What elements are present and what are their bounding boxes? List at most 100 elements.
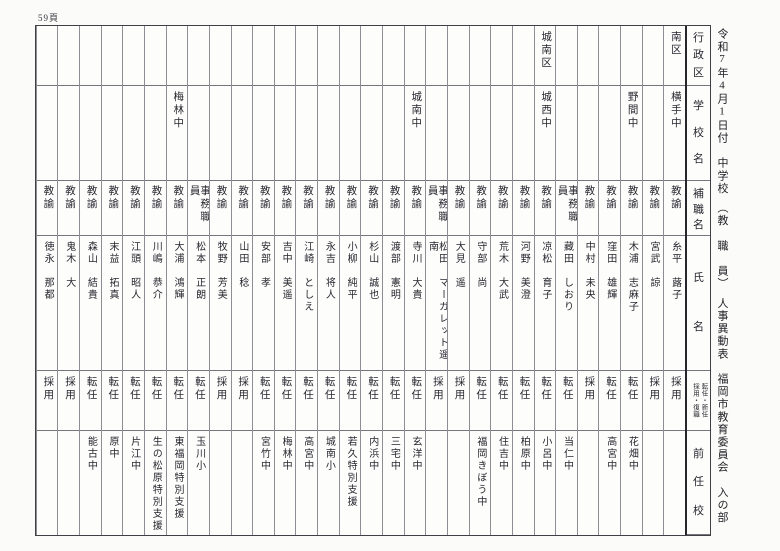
school-cell (556, 86, 577, 181)
page-number-label: 59頁 (38, 13, 60, 23)
position-cell: 教諭 (469, 181, 491, 236)
name-cell-text: 牧野 芳美 (215, 241, 227, 301)
table-column: 教諭 森山 結貴 転任 能古中 (79, 26, 101, 535)
table-column: 教諭 山田 稔採用 (230, 26, 253, 535)
position-cell: 教諭 (664, 181, 685, 236)
position-cell: 教諭 (642, 181, 664, 236)
position-cell: 事務職員 (188, 181, 209, 236)
table-body-columns: 南区 横手中 教諭 糸平 蕗子 採用 教諭 宮武 諒採用 野間中 教諭 木浦 志麻子 転任 花畑中 教諭… (35, 26, 685, 535)
previous-school-cell-text: 高宮中 (301, 436, 313, 472)
appointment-cell: 転任 (188, 371, 209, 431)
school-cell (101, 86, 123, 181)
appointment-cell-text: 採用 (431, 376, 443, 402)
position-cell-text: 教諭 (540, 185, 552, 211)
appointment-cell-text: 転任 (366, 376, 378, 402)
previous-school-cell (232, 431, 253, 535)
school-cell (469, 86, 491, 181)
position-cell-text: 教諭 (42, 185, 54, 211)
appointment-cell-text: 採用 (42, 376, 54, 402)
position-cell: 教諭 (621, 181, 642, 236)
table-column: 事務職員 藏田 しおり 転任 当仁中 (555, 26, 577, 535)
table-column: 教諭 吉中 美遥 転任 梅林中 (273, 26, 296, 535)
name-cell-text: 守部 尚 (474, 241, 486, 289)
previous-school-cell (578, 431, 599, 535)
previous-school-cell: 原中 (102, 431, 123, 535)
appointment-cell: 転任 (253, 371, 274, 431)
appointment-cell-text: 転任 (540, 376, 552, 402)
appointment-cell: 転任 (404, 371, 426, 431)
position-cell: 教諭 (318, 181, 339, 236)
name-cell: 徳永 那都 (36, 236, 58, 371)
previous-school-cell (37, 431, 58, 535)
position-cell: 教諭 (123, 181, 144, 236)
district-cell (101, 26, 123, 86)
name-cell: 江頭 昭人 (123, 236, 144, 371)
school-cell (296, 86, 318, 181)
previous-school-cell: 梅林中 (275, 431, 296, 535)
table-column: 教諭 徳永 那都 採用 (35, 26, 58, 535)
name-cell: 山田 稔 (231, 236, 253, 371)
district-cell (36, 26, 58, 86)
school-cell: 城南中 (404, 86, 426, 181)
appointment-cell: 転任 (512, 371, 534, 431)
previous-school-cell (643, 431, 664, 535)
name-cell-text: 中村 未央 (583, 241, 595, 301)
position-cell: 教諭 (577, 181, 599, 236)
name-cell-text: 徳永 那都 (42, 241, 54, 301)
appointment-cell-text: 採用 (63, 376, 75, 402)
previous-school-cell (210, 431, 231, 535)
school-cell (577, 86, 599, 181)
appointment-cell-text: 転任 (323, 376, 335, 402)
district-cell-text: 南区 (669, 31, 681, 57)
name-cell: 寺川 大貴 (404, 236, 426, 371)
previous-school-cell-text: 若久特別支援 (345, 436, 357, 508)
appointment-cell: 転任 (318, 371, 339, 431)
table-column: 教諭 江頭 昭人 転任 片江中 (122, 26, 144, 535)
school-cell (383, 86, 404, 181)
header-school: 学校名 (687, 86, 710, 181)
name-cell: 大見 遥 (447, 236, 469, 371)
name-cell-text: 杉山 誠也 (366, 241, 378, 301)
position-cell-text: 教諭 (63, 185, 75, 211)
school-cell (253, 86, 274, 181)
previous-school-cell: 玉川小 (188, 431, 209, 535)
district-cell-text: 城南区 (540, 31, 552, 70)
previous-school-cell: 三宅中 (383, 431, 404, 535)
name-cell-text: 藏田 しおり (561, 241, 573, 313)
school-cell (447, 86, 469, 181)
school-cell (491, 86, 512, 181)
name-cell: 鬼木 大 (58, 236, 80, 371)
appointment-cell: 転任 (80, 371, 101, 431)
appointment-cell: 採用 (209, 371, 231, 431)
appointment-cell: 転任 (274, 371, 296, 431)
appointment-cell-text: 転任 (410, 376, 422, 402)
previous-school-cell-text: 片江中 (128, 436, 140, 472)
name-cell-text: 江崎 としえ (301, 241, 313, 313)
previous-school-cell-text: 当仁中 (561, 436, 573, 472)
position-cell-text: 教諭 (453, 185, 465, 211)
name-cell: 藏田 しおり (556, 236, 577, 371)
appointment-cell: 転任 (296, 371, 318, 431)
district-cell (231, 26, 253, 86)
appointment-cell-text: 採用 (453, 376, 465, 402)
school-cell (80, 86, 101, 181)
name-cell: 凉松 育子 (534, 236, 556, 371)
position-cell: 教諭 (361, 181, 383, 236)
position-cell: 教諭 (58, 181, 80, 236)
appointment-cell: 転任 (534, 371, 556, 431)
previous-school-cell (58, 431, 79, 535)
district-cell (123, 26, 144, 86)
header-appointment: 採用・復職 転任・新任 (687, 371, 710, 431)
position-cell-text: 教諭 (388, 185, 400, 211)
position-cell: 教諭 (36, 181, 58, 236)
table-column: 事務職員 松本 正朗 転任 玉川小 (187, 26, 209, 535)
appointment-cell-text: 転任 (258, 376, 270, 402)
header-district: 行政区 (687, 26, 710, 86)
district-cell: 城南区 (534, 26, 556, 86)
name-cell: 中村 未央 (577, 236, 599, 371)
appointment-cell: 転任 (383, 371, 404, 431)
name-cell-text: 吉中 美遥 (280, 241, 292, 301)
appointment-cell-text: 転任 (345, 376, 357, 402)
table-column: 教諭 江崎 としえ 転任 高宮中 (295, 26, 318, 535)
name-cell: 大浦 鴻輝 (166, 236, 188, 371)
